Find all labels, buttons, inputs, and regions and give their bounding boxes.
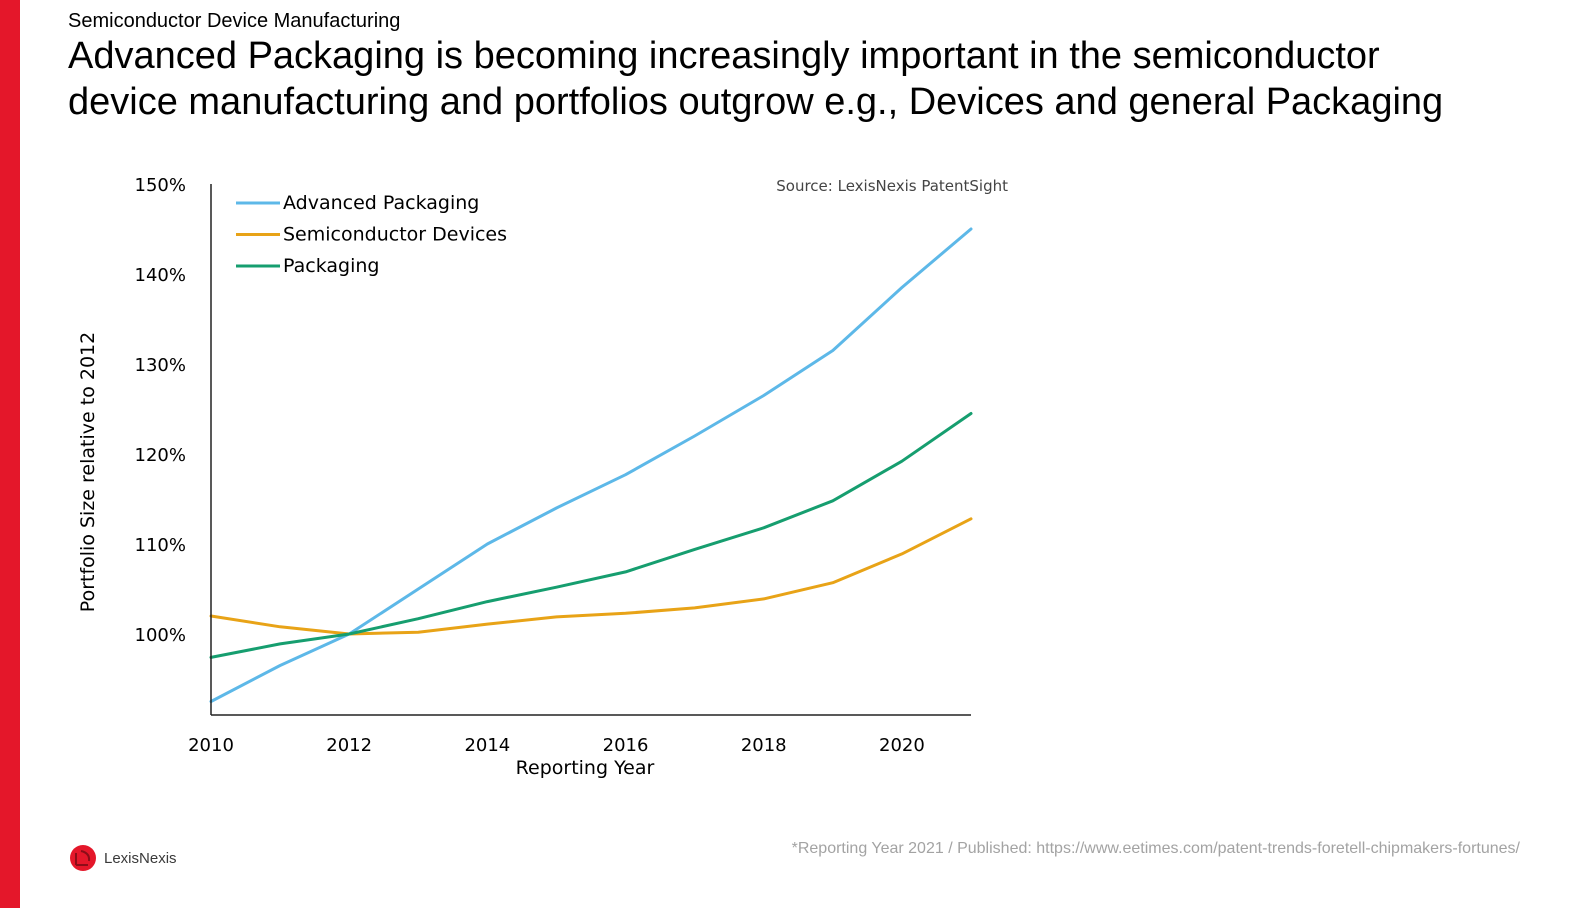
x-tick-label: 2020 — [879, 735, 925, 756]
x-tick-label: 2012 — [326, 735, 372, 756]
footnote: *Reporting Year 2021 / Published: https:… — [791, 840, 1520, 857]
series-lines — [209, 227, 973, 703]
brand-stripe — [0, 0, 20, 908]
x-tick-label: 2010 — [188, 735, 234, 756]
x-tick-label: 2018 — [741, 735, 787, 756]
legend-label: Semiconductor Devices — [283, 224, 507, 246]
page-title: Advanced Packaging is becoming increasin… — [68, 33, 1568, 125]
x-tick-label: 2014 — [464, 735, 510, 756]
lexisnexis-logo[interactable]: LexisNexis — [68, 843, 177, 873]
series-line-semiconductor-devices — [209, 517, 973, 636]
x-axis-ticks: 2010 2012 2014 2016 2018 2020 — [188, 735, 925, 756]
series-line-packaging — [209, 412, 973, 659]
y-tick-label: 120% — [135, 445, 186, 466]
section-label: Semiconductor Device Manufacturing — [68, 10, 401, 32]
page-title-line-1: Advanced Packaging is becoming increasin… — [68, 35, 1380, 77]
legend-label: Packaging — [283, 255, 379, 277]
x-tick-label: 2016 — [603, 735, 649, 756]
legend-label: Advanced Packaging — [283, 192, 479, 214]
x-axis-label: Reporting Year — [516, 757, 655, 779]
chart-source: Source: LexisNexis PatentSight — [776, 177, 1008, 195]
logo-wordmark: LexisNexis — [104, 849, 177, 867]
y-tick-label: 130% — [135, 355, 186, 376]
y-axis-label: Portfolio Size relative to 2012 — [77, 332, 99, 612]
series-line-advanced-packaging — [209, 227, 973, 703]
y-tick-label: 100% — [135, 625, 186, 646]
y-tick-label: 140% — [135, 265, 186, 286]
y-axis-ticks: 100% 110% 120% 130% 140% 150% — [135, 175, 186, 646]
lexisnexis-logo-icon — [70, 845, 96, 871]
page-title-line-2: device manufacturing and portfolios outg… — [68, 81, 1444, 123]
y-tick-label: 150% — [135, 175, 186, 196]
chart-legend: Advanced Packaging Semiconductor Devices P… — [236, 192, 507, 277]
y-tick-label: 110% — [135, 535, 186, 556]
